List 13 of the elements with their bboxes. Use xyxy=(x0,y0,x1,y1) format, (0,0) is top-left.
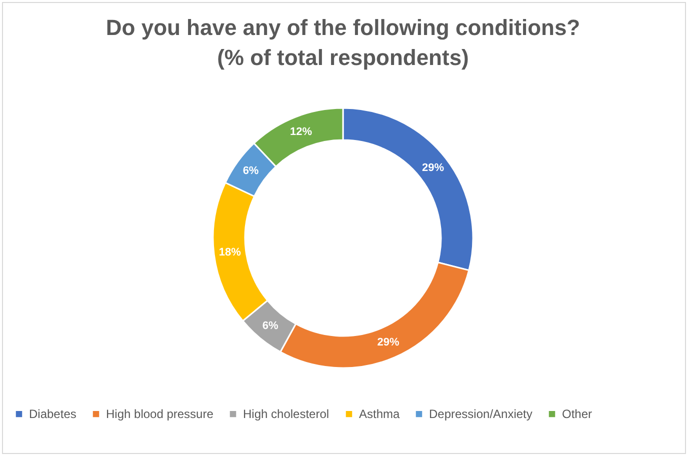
data-label: 12% xyxy=(290,126,312,138)
data-label: 29% xyxy=(422,162,444,174)
chart-title: Do you have any of the following conditions? (% of total respondents) xyxy=(106,15,580,70)
legend-label: Asthma xyxy=(359,407,400,422)
data-label: 18% xyxy=(218,246,242,258)
legend-label: Depression/Anxiety xyxy=(429,407,532,422)
legend-label: High cholesterol xyxy=(243,407,330,422)
legend-label: Other xyxy=(562,407,592,422)
data-label: 29% xyxy=(377,336,400,349)
legend-label: Diabetes xyxy=(29,407,76,422)
data-label: 6% xyxy=(242,164,259,177)
data-label: 6% xyxy=(262,320,278,332)
legend-label: High blood pressure xyxy=(106,407,214,422)
